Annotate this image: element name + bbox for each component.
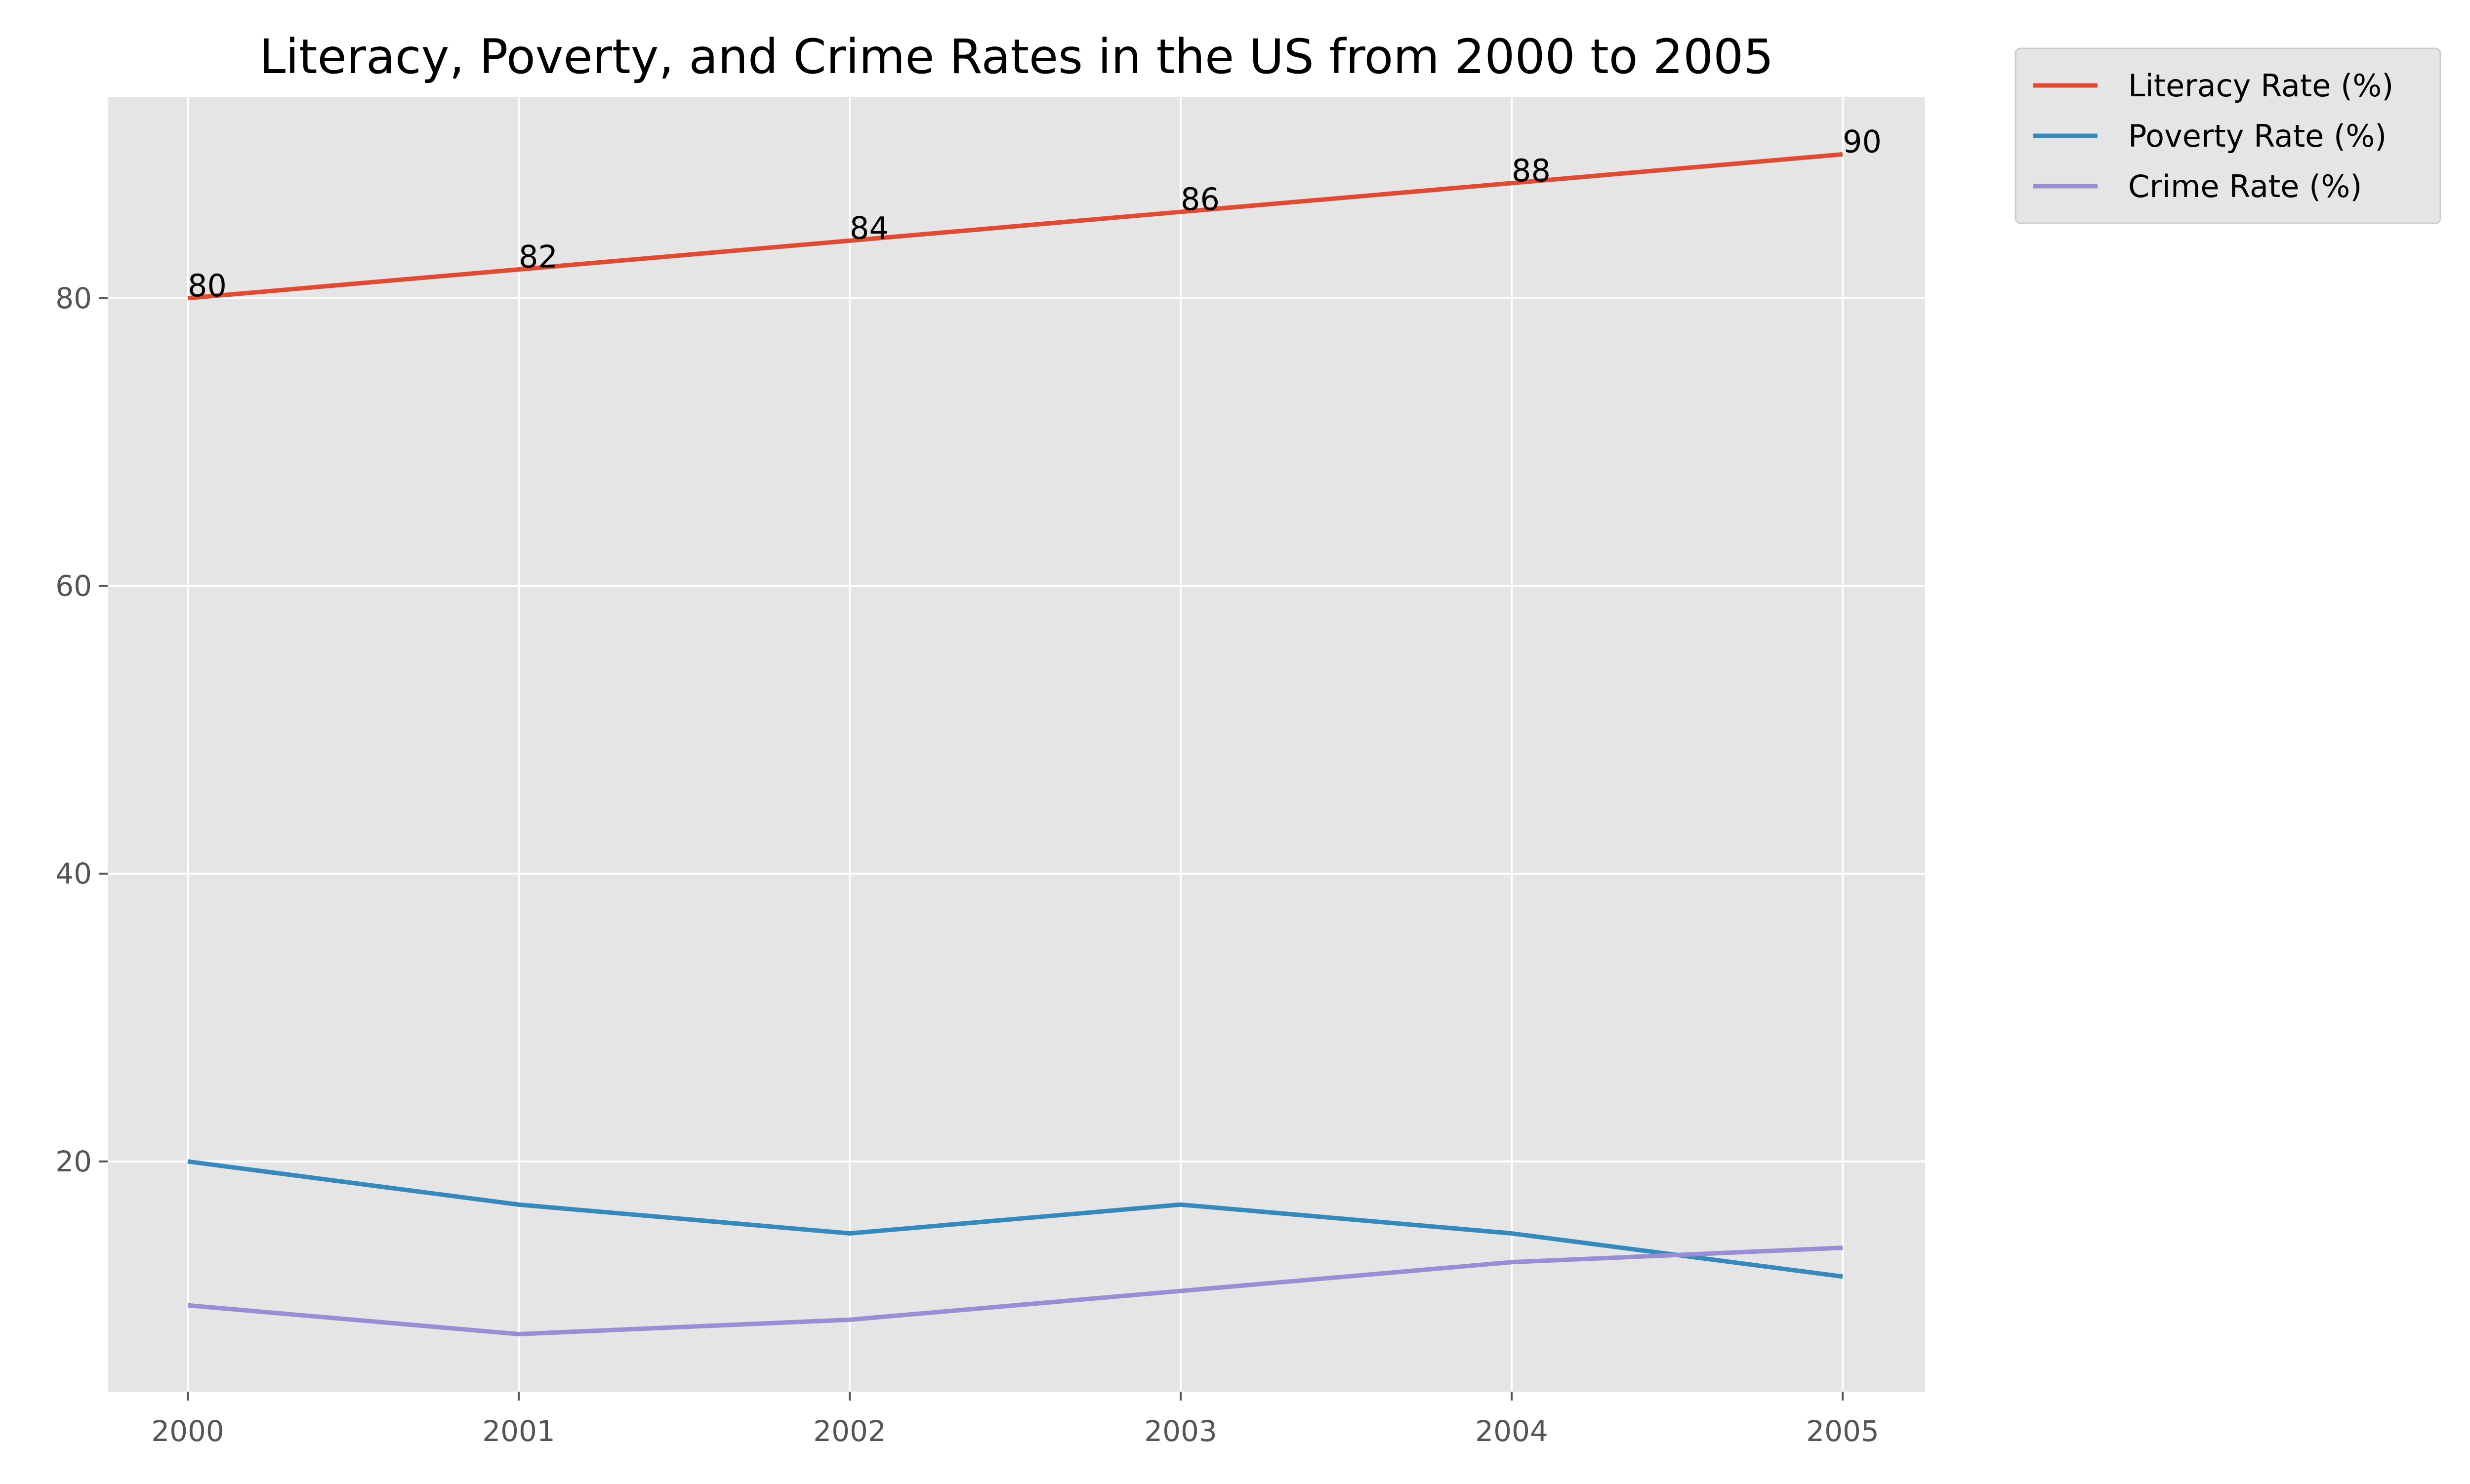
plot-background [108,97,1925,1392]
x-tick-label: 2001 [482,1414,555,1448]
data-label: 88 [1512,153,1551,189]
data-label: 80 [188,268,227,304]
y-tick-label: 60 [55,569,92,603]
x-tick-label: 2000 [151,1414,224,1448]
legend-box [2015,47,2441,224]
series-line-1 [187,152,1843,301]
data-label: 86 [1181,181,1220,217]
x-tick-label: 2003 [1144,1414,1217,1448]
y-tick-label: 80 [55,281,92,315]
data-label: 84 [850,210,889,246]
legend-entry: Crime Rate (%) [2128,168,2362,204]
legend: Literacy Rate (%) Poverty Rate (%) Crime R… [2015,47,2441,224]
plot-area: 20 40 60 80 2000 2001 2002 2003 2004 2005 80 82 84 86… [55,97,1925,1448]
legend-entry: Poverty Rate (%) [2128,118,2387,154]
x-tick-label: 2002 [813,1414,886,1448]
chart-title: Literacy, Poverty, and Crime Rates in th… [259,29,1774,84]
x-tick-label: 2004 [1475,1414,1548,1448]
series-line-2 [187,1159,1843,1279]
data-label: 90 [1843,124,1882,160]
x-tick-label: 2005 [1806,1414,1879,1448]
series-line-3 [187,1245,1843,1336]
data-label: 82 [519,239,558,275]
legend-entry: Literacy Rate (%) [2128,68,2393,104]
y-tick-label: 20 [55,1145,92,1178]
y-tick-label: 40 [55,857,92,890]
